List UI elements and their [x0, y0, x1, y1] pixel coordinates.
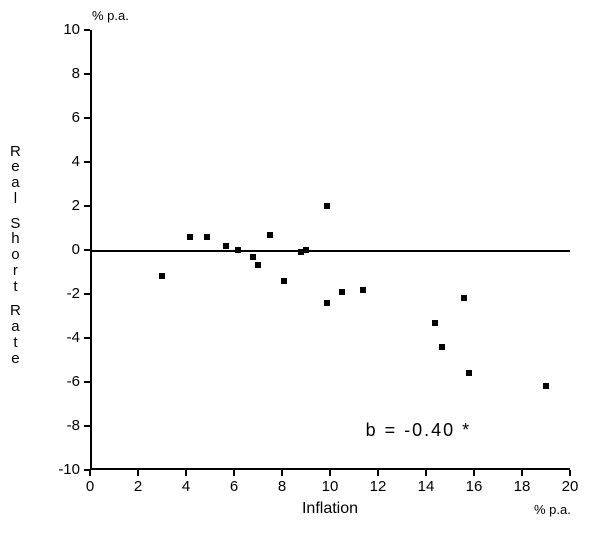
y-tick-label: 4: [72, 153, 80, 170]
plot-area: b = -0.40 *: [90, 30, 570, 470]
data-point: [267, 232, 273, 238]
x-axis-label: Inflation: [302, 500, 358, 518]
y-tick-label: 2: [72, 197, 80, 214]
x-tick-label: 18: [514, 478, 531, 495]
x-tick: [281, 470, 283, 476]
x-tick-label: 14: [418, 478, 435, 495]
y-axis-label: RealShortRate: [10, 144, 21, 367]
x-tick-label: 16: [466, 478, 483, 495]
y-tick-label: -8: [67, 417, 80, 434]
y-tick-label: 10: [63, 21, 80, 38]
y-tick: [84, 73, 90, 75]
x-tick-label: 0: [86, 478, 94, 495]
data-point: [439, 344, 445, 350]
x-tick: [425, 470, 427, 476]
y-tick-label: 8: [72, 65, 80, 82]
data-point: [461, 295, 467, 301]
data-point: [187, 234, 193, 240]
x-tick: [137, 470, 139, 476]
y-tick-label: -6: [67, 373, 80, 390]
data-point: [339, 289, 345, 295]
x-tick-label: 20: [562, 478, 579, 495]
x-tick: [329, 470, 331, 476]
data-point: [324, 300, 330, 306]
x-tick-label: 2: [134, 478, 142, 495]
x-tick: [521, 470, 523, 476]
x-tick-label: 10: [322, 478, 339, 495]
data-point: [466, 370, 472, 376]
zero-line: [92, 250, 570, 252]
y-tick: [84, 337, 90, 339]
x-tick: [569, 470, 571, 476]
x-tick: [473, 470, 475, 476]
data-point: [255, 262, 261, 268]
data-point: [250, 254, 256, 260]
y-tick-label: 6: [72, 109, 80, 126]
data-point: [223, 243, 229, 249]
data-point: [360, 287, 366, 293]
x-tick: [377, 470, 379, 476]
y-tick-label: -2: [67, 285, 80, 302]
x-tick: [185, 470, 187, 476]
y-tick: [84, 161, 90, 163]
chart-container: % p.a. RealShortRate b = -0.40 * Inflati…: [0, 0, 600, 534]
y-tick: [84, 249, 90, 251]
x-tick-label: 6: [230, 478, 238, 495]
y-tick: [84, 425, 90, 427]
x-tick-label: 12: [370, 478, 387, 495]
y-tick: [84, 381, 90, 383]
data-point: [432, 320, 438, 326]
y-tick-label: -10: [58, 461, 80, 478]
y-tick: [84, 29, 90, 31]
data-point: [543, 383, 549, 389]
y-tick: [84, 205, 90, 207]
data-point: [324, 203, 330, 209]
x-axis-unit-label: % p.a.: [534, 502, 571, 517]
data-point: [204, 234, 210, 240]
y-tick-label: 0: [72, 241, 80, 258]
data-point: [235, 247, 241, 253]
data-point: [281, 278, 287, 284]
x-tick: [233, 470, 235, 476]
data-point: [303, 247, 309, 253]
y-tick-label: -4: [67, 329, 80, 346]
y-tick: [84, 293, 90, 295]
x-tick: [89, 470, 91, 476]
x-tick-label: 4: [182, 478, 190, 495]
x-tick-label: 8: [278, 478, 286, 495]
y-tick: [84, 117, 90, 119]
regression-annotation: b = -0.40 *: [366, 420, 472, 441]
y-axis-unit-label: % p.a.: [92, 8, 129, 23]
data-point: [159, 273, 165, 279]
